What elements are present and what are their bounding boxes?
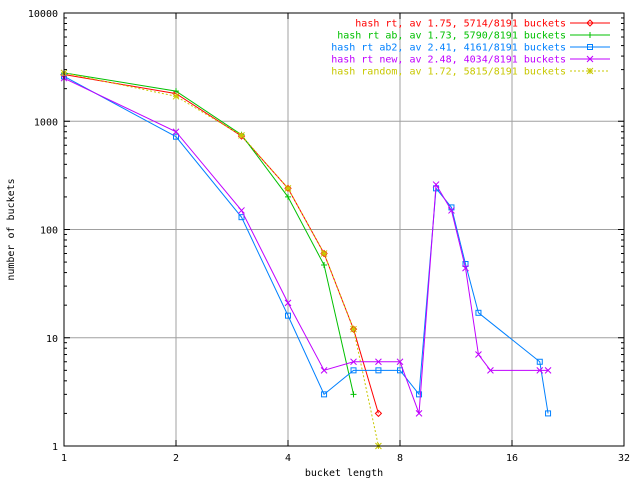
data-point xyxy=(320,250,328,257)
legend-label: hash rt ab2, av 2.41, 4161/8191 buckets xyxy=(331,43,566,54)
data-point xyxy=(375,358,382,366)
series-line xyxy=(63,77,549,414)
data-point xyxy=(397,367,403,374)
data-point xyxy=(172,128,180,136)
legend-marker xyxy=(586,55,594,63)
legend-label: hash rt, av 1.75, 5714/8191 buckets xyxy=(355,19,566,30)
legend-marker xyxy=(587,32,593,38)
data-point xyxy=(536,366,544,374)
x-tick-label: 8 xyxy=(397,453,403,464)
series-1 xyxy=(60,70,383,418)
data-point xyxy=(487,366,494,374)
series-line xyxy=(63,72,379,447)
legend-entry: hash rt ab2, av 2.41, 4161/8191 buckets xyxy=(331,43,610,54)
data-point xyxy=(284,184,292,192)
data-point xyxy=(285,193,291,200)
data-point xyxy=(321,391,328,398)
legend-entry: hash rt ab, av 1.73, 5790/8191 buckets xyxy=(337,31,610,42)
data-point xyxy=(374,409,383,418)
x-tick-label: 16 xyxy=(506,453,518,464)
legend-label: hash random, av 1.72, 5815/8191 buckets xyxy=(331,67,566,78)
data-point xyxy=(415,410,423,417)
data-point xyxy=(172,92,180,100)
data-point xyxy=(536,358,543,365)
y-tick-label: 100 xyxy=(40,226,58,237)
data-point xyxy=(350,367,357,374)
data-point xyxy=(321,261,328,268)
legend-entry: hash rt new, av 2.48, 4034/8191 buckets xyxy=(331,55,610,66)
data-point xyxy=(238,214,245,221)
y-tick-label: 10000 xyxy=(28,9,58,20)
y-tick-label: 1 xyxy=(52,442,58,453)
series-line xyxy=(63,72,355,395)
data-point xyxy=(350,391,357,398)
data-point xyxy=(432,181,440,188)
ticks: 1 2 4 8 16 32 1 10 100 1000 10000 xyxy=(28,9,630,464)
data-point xyxy=(350,358,357,366)
x-tick-label: 32 xyxy=(618,453,630,464)
x-axis-title: bucket length xyxy=(305,468,383,479)
y-axis-title: number of buckets xyxy=(6,178,17,280)
legend: hash rt, av 1.75, 5714/8191 bucketshash … xyxy=(331,19,610,78)
data-point xyxy=(350,325,357,333)
data-point xyxy=(285,312,291,319)
series-layer xyxy=(60,69,552,450)
data-point xyxy=(349,325,358,333)
data-point xyxy=(544,366,552,374)
x-tick-label: 4 xyxy=(285,453,291,464)
data-point xyxy=(545,410,552,417)
series-3 xyxy=(61,73,552,417)
legend-marker xyxy=(586,67,594,75)
grid xyxy=(64,13,624,446)
data-point xyxy=(448,207,455,214)
legend-label: hash rt new, av 2.48, 4034/8191 buckets xyxy=(331,55,566,66)
data-point xyxy=(284,299,292,307)
legend-marker xyxy=(586,19,594,27)
series-5 xyxy=(60,69,382,450)
data-point xyxy=(475,309,482,316)
data-point xyxy=(475,351,482,358)
data-point xyxy=(238,132,245,139)
series-line xyxy=(63,75,549,414)
data-point xyxy=(375,367,382,374)
x-tick-label: 1 xyxy=(61,453,67,464)
legend-label: hash rt ab, av 1.73, 5790/8191 buckets xyxy=(337,31,566,42)
legend-entry: hash random, av 1.72, 5815/8191 buckets xyxy=(331,67,610,78)
data-point xyxy=(320,366,328,374)
y-tick-label: 10 xyxy=(46,334,58,345)
data-point xyxy=(173,88,179,95)
data-point xyxy=(462,264,469,272)
data-point xyxy=(173,133,179,140)
legend-marker xyxy=(587,44,593,50)
x-tick-label: 2 xyxy=(173,453,179,464)
legend-entry: hash rt, av 1.75, 5714/8191 buckets xyxy=(355,19,610,30)
data-point xyxy=(396,358,404,366)
data-point xyxy=(238,207,245,214)
series-line xyxy=(63,74,379,414)
series-4 xyxy=(60,74,552,417)
data-point xyxy=(416,391,423,398)
y-tick-label: 1000 xyxy=(34,117,58,128)
